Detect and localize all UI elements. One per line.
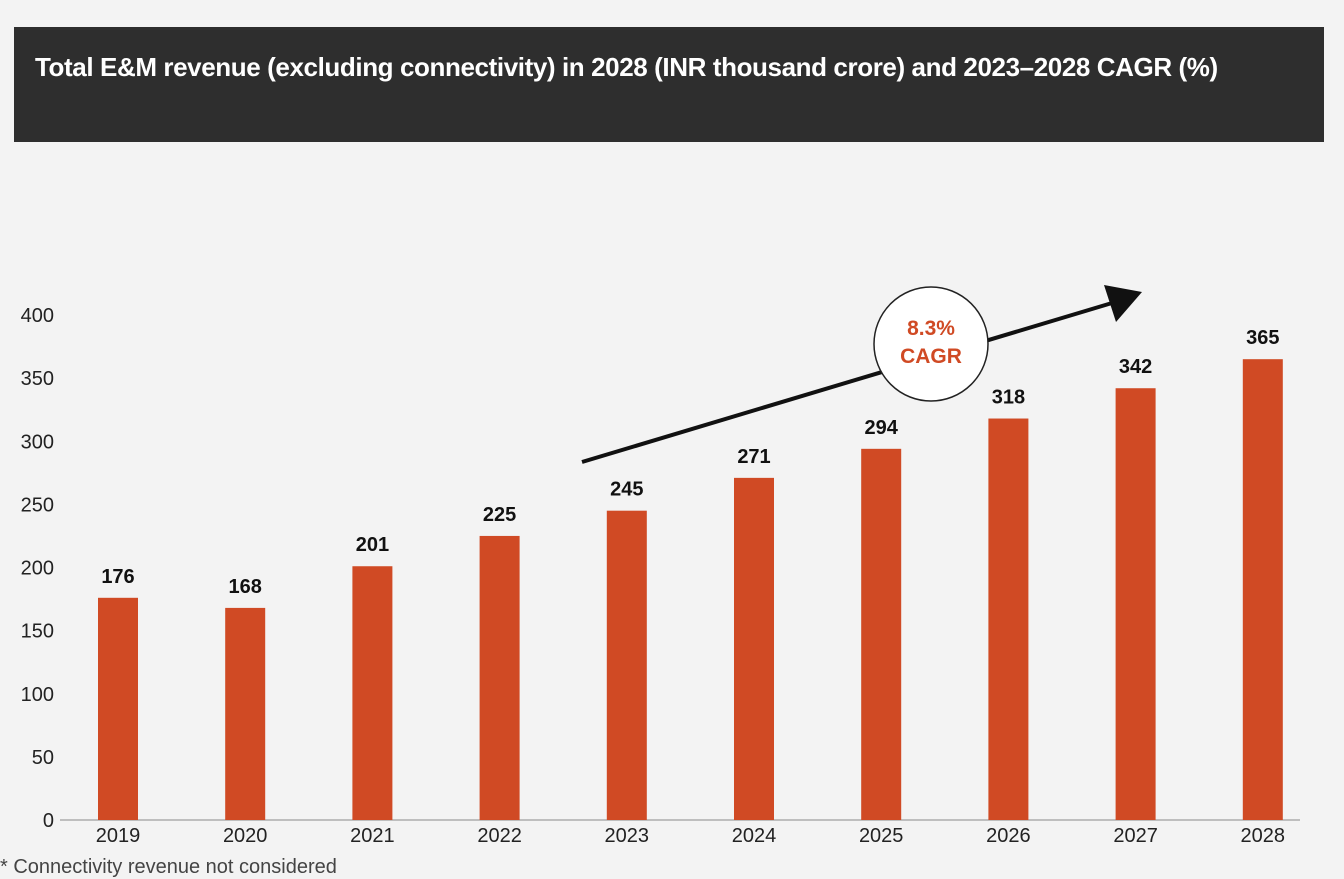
data-label: 225 xyxy=(483,504,516,526)
y-tick-label: 0 xyxy=(43,810,54,832)
cagr-arrow-head xyxy=(1104,285,1142,322)
x-tick-label: 2028 xyxy=(1241,825,1286,847)
x-tick-label: 2023 xyxy=(605,825,650,847)
cagr-label: CAGR xyxy=(900,345,962,368)
x-tick-label: 2020 xyxy=(223,825,268,847)
x-tick-label: 2027 xyxy=(1113,825,1158,847)
data-label: 294 xyxy=(865,417,899,439)
y-tick-label: 350 xyxy=(21,368,54,390)
bar xyxy=(1242,359,1283,820)
bar xyxy=(1115,388,1156,820)
y-tick-label: 100 xyxy=(21,684,54,706)
y-tick-label: 50 xyxy=(32,747,54,769)
bar xyxy=(606,510,647,820)
cagr-badge-circle xyxy=(873,286,989,402)
data-label: 201 xyxy=(356,534,389,556)
cagr-trend-line xyxy=(581,301,1113,464)
cagr-value: 8.3% xyxy=(907,317,955,340)
data-label: 176 xyxy=(101,566,134,588)
y-tick-label: 250 xyxy=(21,494,54,516)
data-label: 365 xyxy=(1246,327,1279,349)
data-label: 342 xyxy=(1119,356,1152,378)
x-tick-label: 2022 xyxy=(477,825,522,847)
y-tick-label: 300 xyxy=(21,431,54,453)
bar xyxy=(98,597,138,820)
bar xyxy=(225,607,266,820)
bar xyxy=(734,477,774,820)
bar xyxy=(352,566,393,820)
data-label: 245 xyxy=(610,479,643,501)
x-tick-label: 2025 xyxy=(859,825,904,847)
x-tick-label: 2024 xyxy=(732,825,777,847)
y-tick-label: 150 xyxy=(21,621,54,643)
data-label: 318 xyxy=(992,387,1025,409)
data-label: 168 xyxy=(229,576,262,598)
chart-title-bar: Total E&M revenue (excluding connectivit… xyxy=(14,27,1324,142)
chart-title: Total E&M revenue (excluding connectivit… xyxy=(35,52,1218,82)
bar xyxy=(861,448,902,820)
data-label: 271 xyxy=(737,446,770,468)
bar xyxy=(479,535,520,820)
y-tick-label: 400 xyxy=(21,305,54,327)
x-tick-label: 2026 xyxy=(986,825,1031,847)
x-tick-label: 2021 xyxy=(350,825,395,847)
x-tick-label: 2019 xyxy=(96,825,141,847)
y-tick-label: 200 xyxy=(21,558,54,580)
bar xyxy=(988,418,1029,820)
